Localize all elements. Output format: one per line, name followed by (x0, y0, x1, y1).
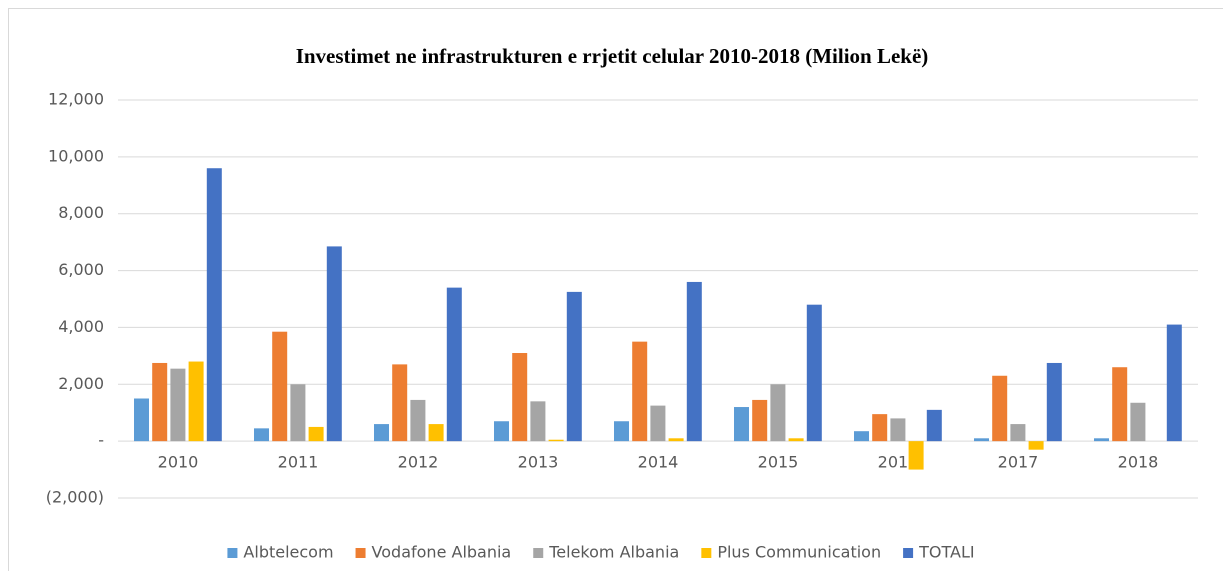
bar (206, 168, 222, 442)
x-tick-label: 2018 (1118, 453, 1159, 472)
bar (326, 246, 342, 442)
bar (908, 441, 924, 470)
bar (254, 428, 269, 442)
chart-border (8, 8, 1223, 571)
x-tick-label: 2010 (158, 453, 199, 472)
legend-swatch (533, 548, 544, 558)
bar (290, 384, 306, 442)
bar (494, 421, 509, 442)
bar (134, 398, 149, 442)
x-tick-label: 2012 (398, 453, 439, 472)
legend-label: Telekom Albania (548, 543, 679, 562)
bar (1046, 362, 1062, 442)
legend-swatch (355, 548, 366, 558)
bar (788, 438, 804, 442)
bar (272, 331, 288, 442)
bar (668, 438, 684, 442)
bar (188, 361, 204, 442)
bar (650, 405, 666, 442)
y-tick-label: (2,000) (46, 488, 104, 507)
bar (548, 439, 564, 442)
legend-label: Vodafone Albania (372, 543, 512, 562)
bar (308, 426, 324, 442)
bar (806, 304, 822, 442)
y-tick-label: 12,000 (48, 90, 104, 109)
bar (890, 418, 906, 442)
x-tick-label: 2013 (518, 453, 559, 472)
bar (752, 399, 768, 442)
bar (854, 431, 869, 442)
y-tick-label: 6,000 (58, 260, 104, 279)
y-tick-label: 8,000 (58, 203, 104, 222)
bar (974, 438, 989, 442)
bar (1094, 438, 1109, 442)
bar (446, 287, 462, 442)
x-tick-label: 2011 (278, 453, 319, 472)
bar (152, 362, 168, 442)
y-tick-label: 10,000 (48, 146, 104, 165)
bar (1112, 367, 1128, 442)
bar (614, 421, 629, 442)
bar (392, 364, 408, 442)
bar (170, 368, 186, 442)
chart-title: Investimet ne infrastrukturen e rrjetit … (296, 44, 929, 68)
y-tick-label: - (98, 431, 104, 450)
bar (1130, 402, 1146, 442)
bar (1166, 324, 1182, 442)
bar (1010, 424, 1026, 442)
bar (374, 424, 389, 442)
bar (686, 281, 702, 442)
bar (632, 341, 648, 442)
bar (992, 375, 1008, 442)
bar (410, 399, 426, 442)
y-tick-label: 4,000 (58, 317, 104, 336)
legend-label: TOTALI (918, 543, 974, 562)
x-tick-label: 2016 (878, 453, 919, 472)
bar (734, 407, 749, 442)
y-tick-label: 2,000 (58, 374, 104, 393)
legend-swatch (903, 548, 914, 558)
legend-label: Albtelecom (243, 543, 333, 562)
x-tick-label: 2015 (758, 453, 799, 472)
bar (770, 384, 786, 442)
bar (566, 291, 582, 442)
bar (512, 353, 528, 442)
x-tick-label: 2017 (998, 453, 1039, 472)
legend-swatch (227, 548, 238, 558)
bar (872, 414, 888, 442)
x-tick-label: 2014 (638, 453, 679, 472)
bar (926, 409, 942, 442)
legend-swatch (701, 548, 712, 558)
bar (530, 401, 546, 442)
bar (428, 424, 444, 442)
bar (1028, 441, 1044, 450)
legend-label: Plus Communication (717, 543, 881, 562)
